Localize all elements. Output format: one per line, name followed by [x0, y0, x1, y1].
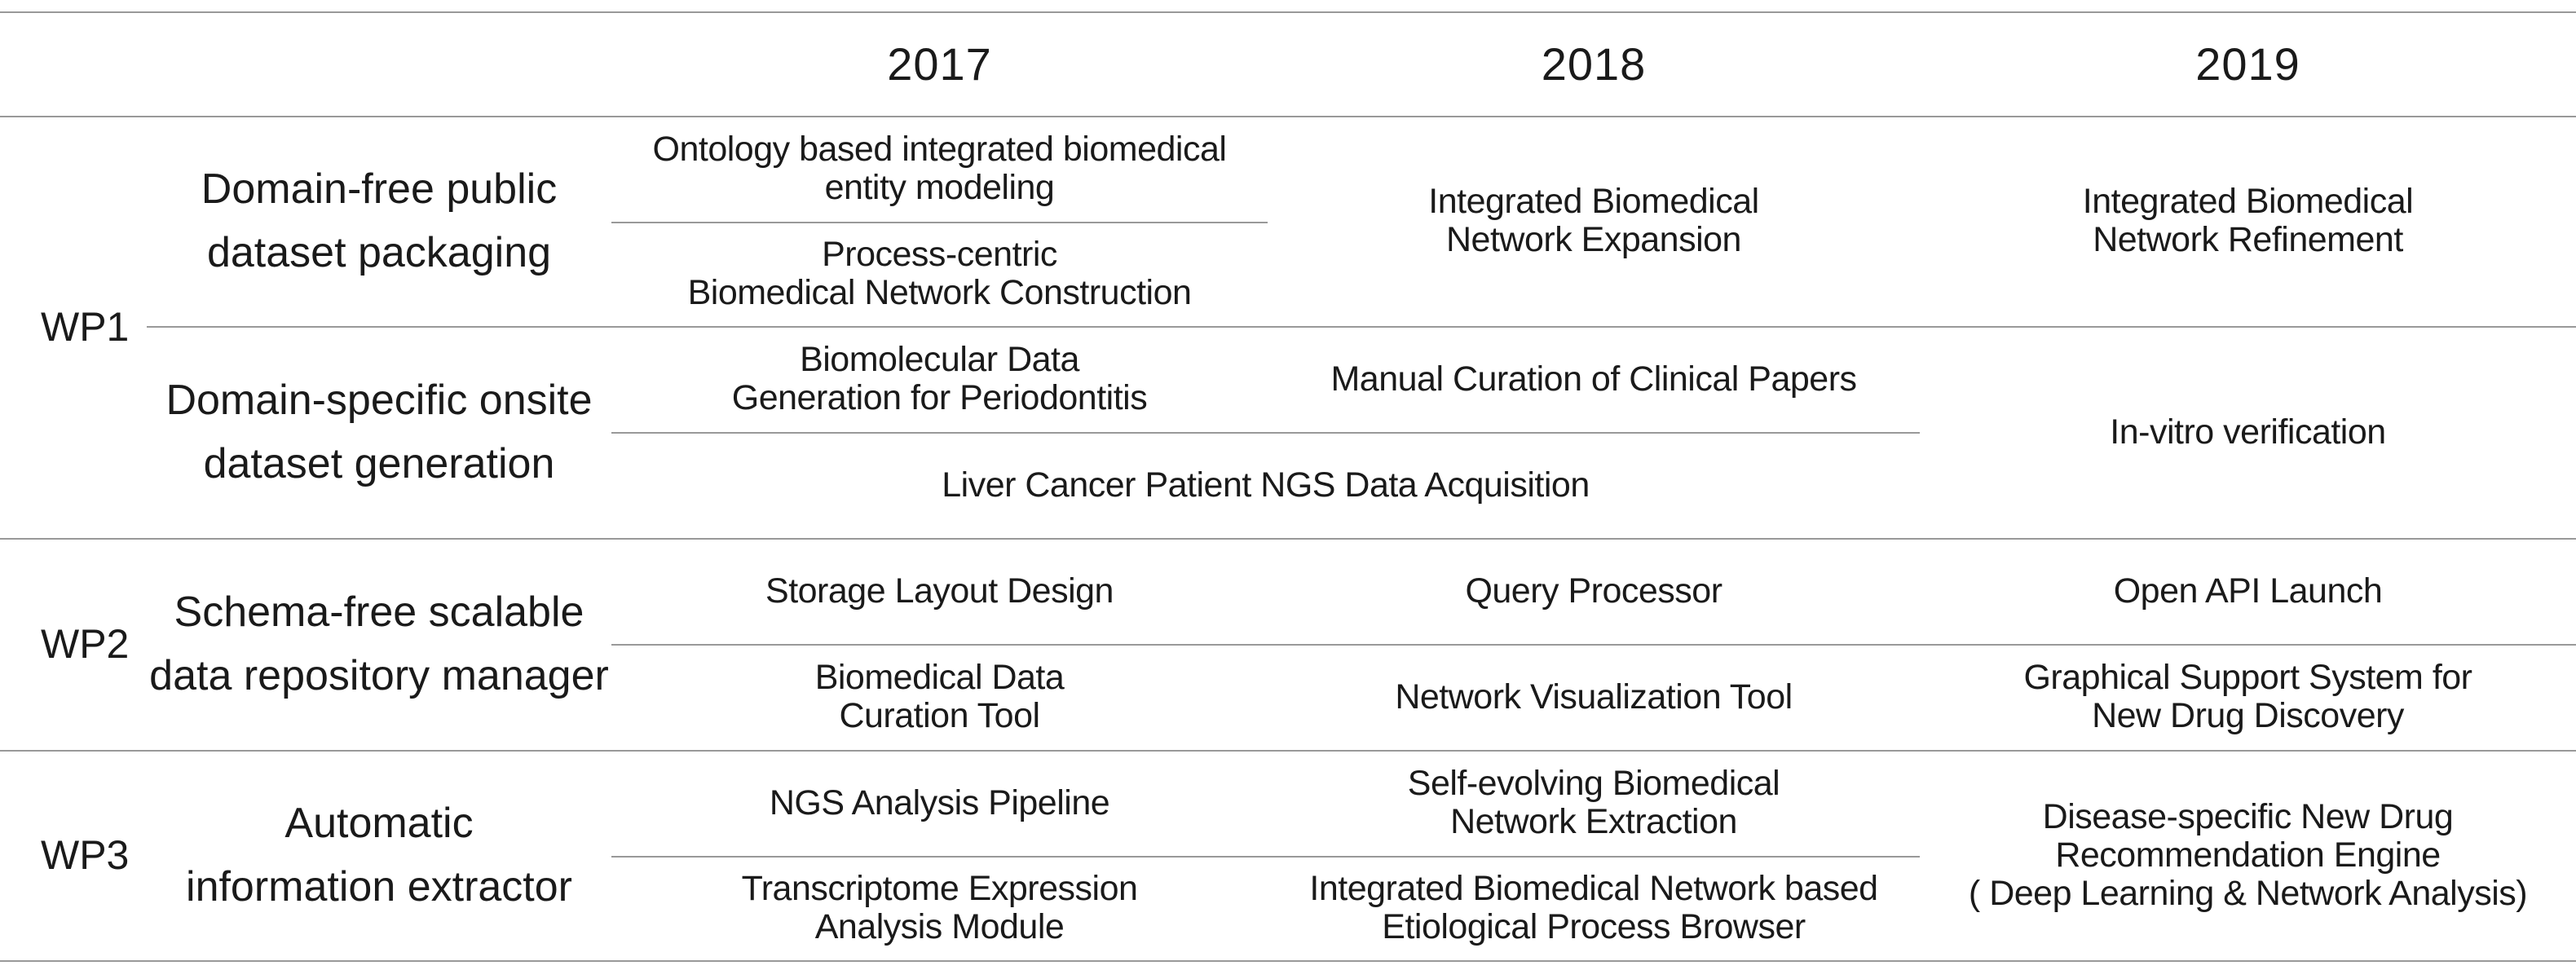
wp1-category-domain-specific: Domain-specific onsite dataset generatio…	[165, 377, 593, 487]
wp1-category-domain-free: Domain-free public dataset packaging	[201, 165, 558, 276]
wp1-sub-rule-b	[611, 432, 1920, 434]
wp2-label: WP2	[41, 621, 130, 667]
task-biomolecular-data: Biomolecular Data Generation for Periodo…	[731, 340, 1148, 417]
wp3-label: WP3	[41, 832, 130, 878]
wp3-sub-rule	[611, 856, 1920, 858]
task-query-processor: Query Processor	[1465, 571, 1722, 611]
task-drug-recommendation-engine: Disease-specific New Drug Recommendation…	[1968, 796, 2528, 913]
wp1-category-rule	[147, 326, 2576, 328]
task-liver-cancer-ngs: Liver Cancer Patient NGS Data Acquisitio…	[942, 465, 1590, 505]
task-invitro-verification: In-vitro verification	[2110, 412, 2386, 452]
task-curation-tool: Biomedical Data Curation Tool	[814, 658, 1065, 735]
wp3-category: Automatic information extractor	[186, 800, 572, 910]
task-process-centric-network: Process-centric Biomedical Network Const…	[687, 235, 1192, 312]
task-transcriptome-module: Transcriptome Expression Analysis Module	[741, 869, 1138, 946]
wp1-label: WP1	[41, 304, 130, 350]
year-2019-header: 2019	[2195, 37, 2300, 90]
year-2018-header: 2018	[1541, 37, 1647, 90]
wp1-wp2-rule	[0, 538, 2576, 540]
task-etiological-browser: Integrated Biomedical Network based Etio…	[1309, 869, 1878, 946]
table-bottom-rule	[0, 960, 2576, 962]
wp2-category: Schema-free scalable data repository man…	[149, 589, 609, 699]
task-network-expansion: Integrated Biomedical Network Expansion	[1428, 182, 1759, 259]
wp1-sub-rule-a	[611, 222, 1268, 223]
task-manual-curation: Manual Curation of Clinical Papers	[1330, 359, 1857, 399]
wp2-wp3-rule	[0, 750, 2576, 752]
table-top-rule	[0, 11, 2576, 13]
task-ontology-modeling: Ontology based integrated biomedical ent…	[652, 130, 1227, 207]
task-graphical-support: Graphical Support System for New Drug Di…	[2023, 658, 2472, 735]
task-self-evolving-extraction: Self-evolving Biomedical Network Extract…	[1407, 764, 1780, 841]
task-ngs-pipeline: NGS Analysis Pipeline	[769, 783, 1110, 822]
wp2-sub-rule	[611, 644, 2576, 646]
task-storage-layout: Storage Layout Design	[765, 571, 1114, 611]
header-rule	[0, 116, 2576, 117]
task-open-api: Open API Launch	[2113, 571, 2383, 611]
task-network-visualization: Network Visualization Tool	[1395, 677, 1793, 716]
task-network-refinement: Integrated Biomedical Network Refinement	[2082, 182, 2414, 259]
year-2017-header: 2017	[887, 37, 992, 90]
